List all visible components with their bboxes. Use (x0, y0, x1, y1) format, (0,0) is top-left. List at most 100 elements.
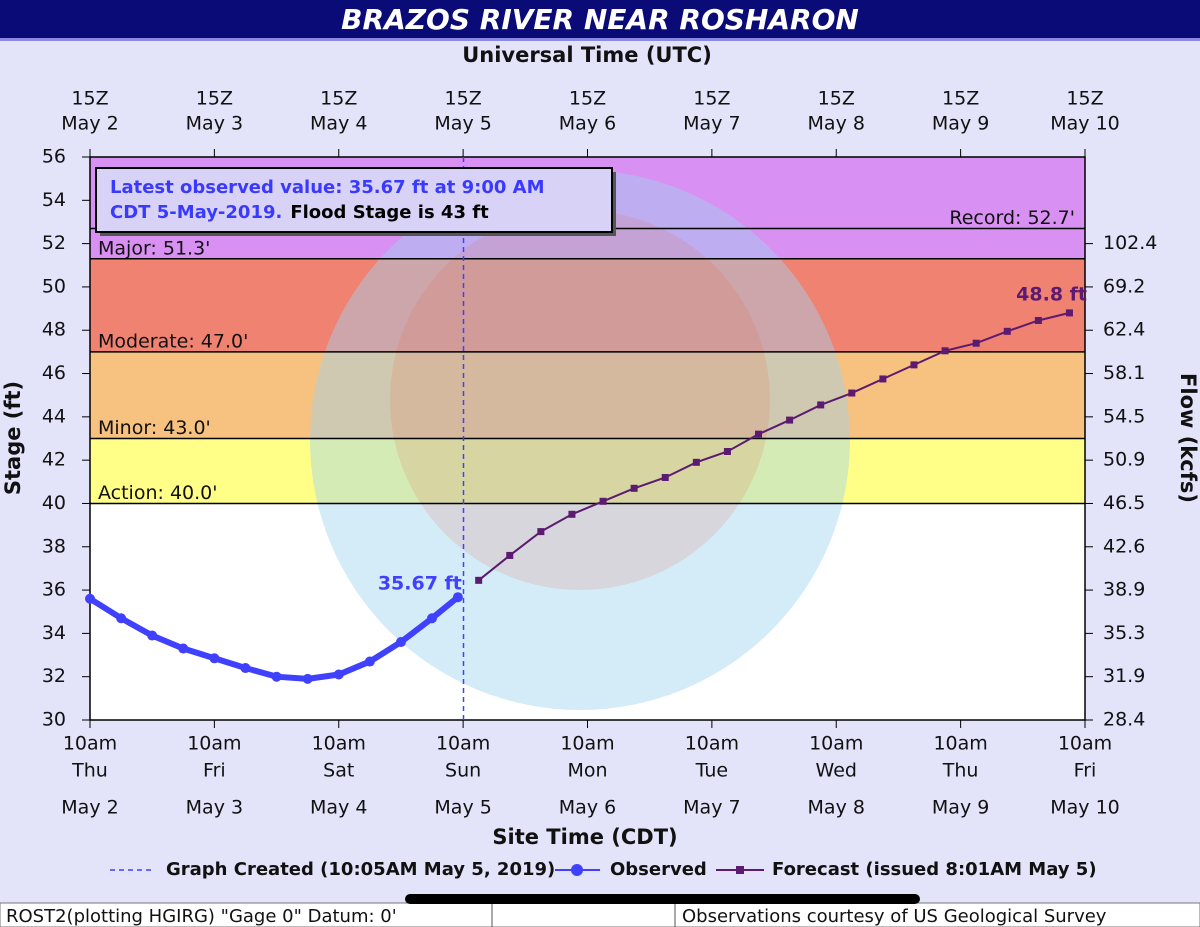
x-tick-weekday: Sat (323, 760, 354, 782)
value-label: 35.67 ft (378, 573, 462, 595)
x-tick-weekday: Sun (445, 760, 481, 782)
forecast-point (755, 430, 763, 438)
x-tick-time: 10am (312, 733, 366, 755)
top-tick-date: May 4 (310, 113, 367, 135)
y2-tick-label: 35.3 (1103, 622, 1145, 644)
y2-tick-label: 69.2 (1103, 275, 1145, 297)
top-tick-date: May 5 (434, 113, 491, 135)
observed-point (364, 656, 375, 667)
footer-right: Observations courtesy of US Geological S… (682, 906, 1107, 927)
y-tick-label: 48 (42, 319, 66, 341)
forecast-point (475, 576, 483, 584)
y2-tick-label: 50.9 (1103, 449, 1145, 471)
title-bar-edge (0, 38, 1200, 41)
x-tick-date: May 4 (310, 797, 367, 819)
observed-point (452, 592, 463, 603)
y2-tick-label: 102.4 (1103, 232, 1157, 254)
y2-tick-label: 58.1 (1103, 362, 1145, 384)
x-tick-weekday: Thu (942, 760, 979, 782)
x-tick-date: May 7 (683, 797, 740, 819)
y-tick-label: 52 (42, 232, 66, 254)
x-tick-time: 10am (809, 733, 863, 755)
forecast-point (910, 361, 918, 369)
top-tick-date: May 6 (559, 113, 616, 135)
forecast-point (817, 401, 825, 409)
y2-tick-label: 28.4 (1103, 709, 1145, 731)
y-tick-label: 56 (42, 146, 66, 168)
forecast-point (1034, 316, 1042, 324)
y2-axis-title: Flow (kcfs) (1176, 373, 1200, 503)
x-tick-time: 10am (685, 733, 739, 755)
y-tick-label: 42 (42, 449, 66, 471)
x-tick-date: May 8 (808, 797, 865, 819)
plot-area: Action: 40.0' Minor: 43.0' Moderate: 47.0'… (42, 88, 1158, 881)
info-date: CDT 5-May-2019. (110, 202, 282, 223)
flood-band (90, 258, 1085, 352)
flood-stage-note: Flood Stage is 43 ft (290, 202, 489, 223)
forecast-point (599, 497, 607, 505)
forecast-point (723, 447, 731, 455)
x-tick-date: May 10 (1050, 797, 1120, 819)
y-tick-label: 46 (42, 362, 66, 384)
top-tick-utc: 15Z (196, 88, 233, 110)
observed-point (85, 593, 95, 604)
y2-tick-label: 46.5 (1103, 492, 1145, 514)
y-tick-label: 54 (42, 189, 66, 211)
top-axis-title: Universal Time (UTC) (462, 43, 712, 67)
threshold-label: Action: 40.0' (98, 482, 217, 504)
forecast-point (1003, 327, 1011, 335)
y2-tick-label: 38.9 (1103, 579, 1145, 601)
forecast-point (661, 473, 669, 481)
forecast-point (941, 347, 949, 355)
x-tick-time: 10am (933, 733, 987, 755)
forecast-point (1065, 309, 1073, 317)
top-tick-date: May 9 (932, 113, 989, 135)
top-tick-date: May 8 (808, 113, 865, 135)
forecast-point (537, 528, 545, 536)
x-tick-date: May 2 (61, 797, 118, 819)
observed-point (209, 653, 220, 664)
x-tick-weekday: Mon (567, 760, 607, 782)
forecast-point (879, 375, 887, 383)
x-tick-weekday: Fri (1074, 760, 1097, 782)
forecast-point (630, 484, 638, 492)
forecast-point (568, 510, 576, 518)
watermark (310, 170, 850, 710)
x-tick-time: 10am (187, 733, 241, 755)
y-tick-label: 44 (42, 405, 66, 427)
x-axis-title: Site Time (CDT) (492, 825, 677, 849)
legend-label: Forecast (issued 8:01AM May 5) (772, 859, 1097, 880)
value-label: 48.8 ft (1016, 283, 1087, 305)
x-tick-date: May 3 (186, 797, 243, 819)
y-tick-label: 40 (42, 492, 66, 514)
x-tick-time: 10am (560, 733, 614, 755)
observed-point (271, 671, 282, 682)
y-tick-label: 38 (42, 535, 66, 557)
observed-point (116, 613, 127, 624)
top-tick-utc: 15Z (1066, 88, 1103, 110)
y-tick-label: 50 (42, 275, 66, 297)
x-tick-weekday: Thu (71, 760, 108, 782)
y-tick-label: 32 (42, 665, 66, 687)
y2-tick-label: 31.9 (1103, 665, 1145, 687)
y2-tick-label: 42.6 (1103, 535, 1145, 557)
top-tick-date: May 7 (683, 113, 740, 135)
top-tick-utc: 15Z (569, 88, 606, 110)
info-box (95, 167, 613, 233)
watermark (390, 210, 770, 590)
flood-band (90, 351, 1085, 439)
legend-label: Graph Created (10:05AM May 5, 2019) (166, 859, 555, 880)
x-tick-date: May 9 (932, 797, 989, 819)
y-tick-label: 30 (42, 709, 66, 731)
x-tick-date: May 6 (559, 797, 616, 819)
scroll-indicator (405, 894, 920, 904)
title-bar (0, 0, 1200, 40)
observed-point (240, 663, 251, 674)
y2-tick-label: 54.5 (1103, 405, 1145, 427)
x-tick-weekday: Tue (695, 760, 728, 782)
forecast-point (786, 416, 794, 424)
observed-point (302, 673, 313, 684)
threshold-label: Major: 51.3' (98, 237, 210, 259)
